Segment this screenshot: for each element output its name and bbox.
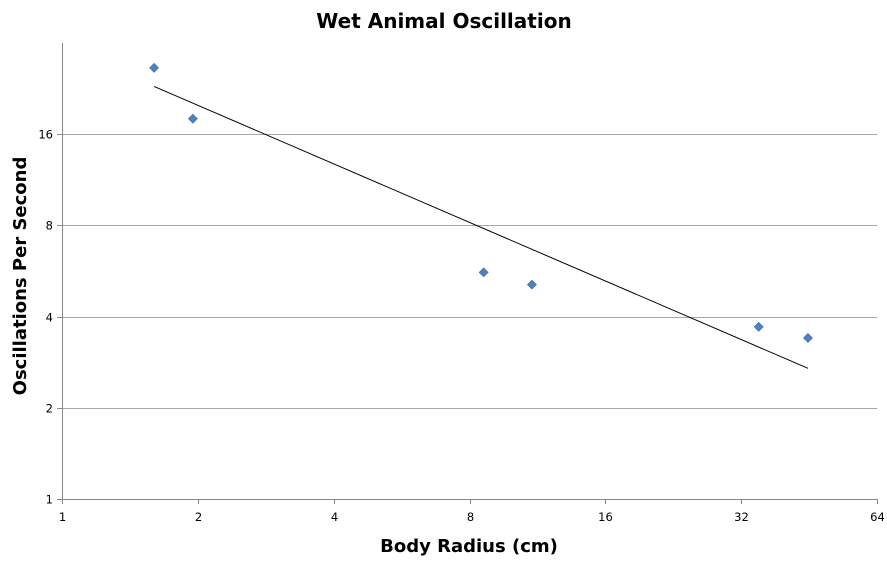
chart-title: Wet Animal Oscillation bbox=[316, 9, 571, 33]
trendline-group bbox=[153, 85, 809, 369]
x-tick-label: 32 bbox=[734, 510, 749, 524]
x-tick-label: 2 bbox=[195, 510, 202, 524]
y-tick-labels: 1 2 4 8 16 bbox=[38, 128, 53, 507]
y-tick-label: 1 bbox=[46, 493, 53, 507]
y-tick-label: 16 bbox=[38, 128, 53, 142]
data-point bbox=[526, 279, 537, 290]
y-tick-label: 2 bbox=[46, 402, 53, 416]
y-tick-label: 4 bbox=[46, 311, 53, 325]
data-point bbox=[478, 267, 489, 278]
data-point bbox=[187, 113, 198, 124]
y-tick-label: 8 bbox=[46, 219, 53, 233]
x-tick-label: 64 bbox=[870, 510, 885, 524]
x-axis-title: Body Radius (cm) bbox=[380, 536, 558, 557]
trendline bbox=[153, 85, 809, 369]
y-axis-title: Oscillations Per Second bbox=[10, 157, 31, 396]
x-tick-label: 16 bbox=[598, 510, 613, 524]
x-tick-label: 1 bbox=[59, 510, 66, 524]
data-points bbox=[149, 62, 813, 343]
data-point bbox=[803, 333, 813, 343]
x-tick-label: 4 bbox=[331, 510, 338, 524]
gridlines bbox=[62, 134, 877, 409]
x-tick-label: 8 bbox=[467, 510, 474, 524]
axes bbox=[57, 43, 878, 504]
x-tick-labels: 1 2 4 8 16 32 64 bbox=[59, 510, 885, 524]
data-point bbox=[753, 321, 764, 332]
data-point bbox=[149, 62, 160, 73]
